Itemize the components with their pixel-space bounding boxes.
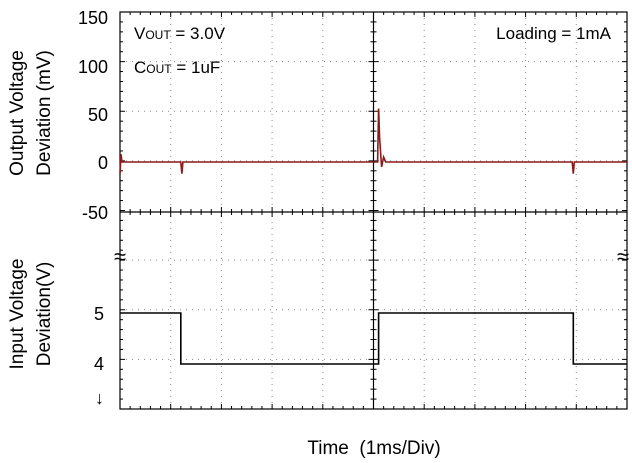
vout-annotation: VOUT = 3.0V xyxy=(134,24,226,43)
x-axis-title: Time (1ms/Div) xyxy=(307,438,440,459)
vout-suffix: = 3.0V xyxy=(171,24,226,43)
cout-suffix: = 1uF xyxy=(172,58,221,77)
top-y-axis-title: Output Voltage Deviation (mV) xyxy=(7,50,55,176)
plot-frame xyxy=(119,11,628,410)
annotations: VOUT = 3.0V COUT = 1uF Loading = 1mA xyxy=(134,24,612,77)
vout-sub: OUT xyxy=(145,28,171,42)
top-ytick-label: -50 xyxy=(82,203,108,223)
axis-break-right-icon: ≈ xyxy=(617,244,629,269)
loading-annotation: Loading = 1mA xyxy=(496,24,611,43)
top-ytick-label: 50 xyxy=(88,105,108,125)
top-ytick-label: 100 xyxy=(78,57,108,77)
top-ylabel-line1: Output Voltage xyxy=(7,50,28,176)
down-arrow-icon: ↓ xyxy=(95,388,104,408)
bottom-ylabel-line2: Deviation(V) xyxy=(34,262,55,367)
bottom-ylabel-line1: Input Voltage xyxy=(7,259,28,370)
cout-prefix: C xyxy=(134,58,146,77)
top-ylabel-line2: Deviation (mV) xyxy=(34,50,55,176)
bottom-ytick-label: 4 xyxy=(94,354,104,374)
top-ytick-label: 0 xyxy=(98,153,108,173)
axis-break-left-icon: ≈ xyxy=(114,244,126,269)
bottom-y-tick-labels: 5 4 ↓ ≈ ≈ xyxy=(94,244,629,408)
waveforms xyxy=(119,108,627,365)
cout-sub: OUT xyxy=(146,62,172,76)
bottom-ytick-label: 5 xyxy=(94,304,104,324)
vout-prefix: V xyxy=(134,24,146,43)
top-y-tick-labels: 150 100 50 0 -50 xyxy=(78,8,108,223)
top-ytick-label: 150 xyxy=(78,8,108,28)
input-voltage-trace xyxy=(120,312,627,365)
output-voltage-trace xyxy=(119,108,627,174)
cout-annotation: COUT = 1uF xyxy=(134,58,220,77)
bottom-y-axis-title: Input Voltage Deviation(V) xyxy=(7,259,55,370)
